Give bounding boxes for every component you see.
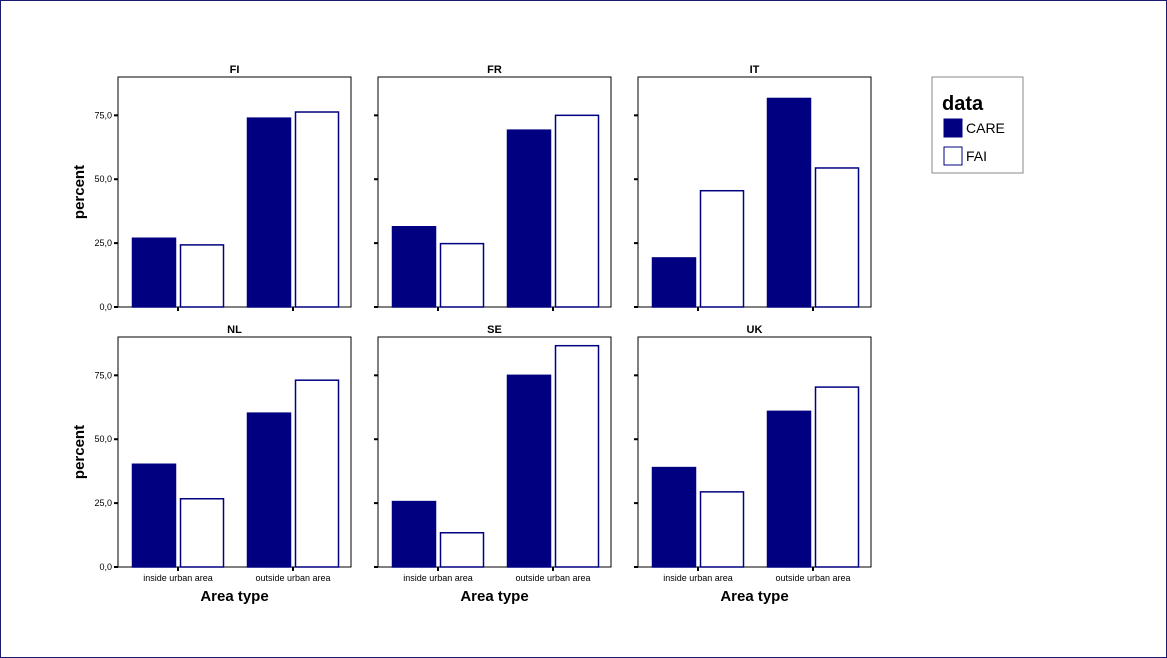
panel-border-se — [377, 336, 612, 568]
bar-fi-care-1 — [246, 117, 292, 308]
bar-nl-care-0 — [131, 463, 177, 568]
y-tick-label: 75,0 — [94, 370, 112, 380]
legend-label-care: CARE — [966, 120, 1005, 136]
panel-title-it: IT — [750, 64, 760, 76]
bar-nl-care-1 — [246, 412, 292, 568]
bar-it-care-0 — [651, 257, 697, 308]
y-tick-label: 0,0 — [99, 562, 112, 572]
y-tick-label: 75,0 — [94, 110, 112, 120]
x-tick-label: outside urban area — [775, 573, 850, 583]
panel-uk: UK inside urban area outside urban area Are… — [634, 324, 872, 605]
y-tick-label: 50,0 — [94, 174, 112, 184]
bar-uk-care-1 — [766, 410, 812, 568]
bar-uk-fai-0 — [699, 491, 745, 568]
bar-se-fai-0 — [439, 532, 485, 568]
bar-fr-fai-1 — [554, 114, 600, 308]
bar-nl-fai-1 — [294, 379, 340, 568]
panel-fi: FI 0,0 25,0 50,0 75,0 percent — [71, 64, 352, 312]
x-tick-label: outside urban area — [515, 573, 590, 583]
x-axis-title: Area type — [720, 588, 788, 605]
panel-border-nl — [117, 336, 352, 568]
panel-title-se: SE — [487, 324, 502, 336]
bar-fr-fai-0 — [439, 242, 485, 308]
bar-fi-care-0 — [131, 237, 177, 308]
x-axis-title: Area type — [200, 588, 268, 605]
bar-se-care-1 — [506, 374, 552, 568]
panel-border-it — [637, 76, 872, 308]
panel-title-uk: UK — [747, 324, 763, 336]
bar-fi-fai-1 — [294, 111, 340, 308]
legend-title: data — [942, 93, 984, 115]
panel-title-nl: NL — [227, 324, 242, 336]
y-axis-title: percent — [71, 425, 88, 479]
panel-title-fi: FI — [230, 64, 240, 76]
bar-se-care-0 — [391, 500, 437, 568]
panel-fr: FR — [374, 64, 612, 311]
bar-uk-fai-1 — [814, 386, 860, 568]
x-tick-label: inside urban area — [663, 573, 733, 583]
y-axis-title: percent — [71, 165, 88, 219]
bar-it-care-1 — [766, 97, 812, 308]
panel-border-uk — [637, 336, 872, 568]
legend-label-fai: FAI — [966, 148, 987, 164]
panel-title-fr: FR — [487, 64, 502, 76]
panel-nl: NL 0,0 25,0 50,0 75,0 percent inside urban are… — [71, 324, 352, 605]
y-tick-label: 50,0 — [94, 434, 112, 444]
bar-fi-fai-0 — [179, 244, 225, 308]
panel-border-fi — [117, 76, 352, 308]
x-tick-label: inside urban area — [143, 573, 213, 583]
bar-nl-fai-0 — [179, 498, 225, 568]
bar-it-fai-0 — [699, 189, 745, 308]
panel-border-fr — [377, 76, 612, 308]
x-axis-title: Area type — [460, 588, 528, 605]
x-tick-label: inside urban area — [403, 573, 473, 583]
legend-swatch-care — [943, 118, 963, 138]
legend: data CARE FAI — [931, 76, 1024, 174]
bar-se-fai-1 — [554, 344, 600, 568]
legend-swatch-fai — [943, 146, 963, 166]
x-tick-label: outside urban area — [255, 573, 330, 583]
y-tick-label: 0,0 — [99, 302, 112, 312]
bar-it-fai-1 — [814, 167, 860, 308]
y-tick-label: 25,0 — [94, 498, 112, 508]
bar-uk-care-0 — [651, 466, 697, 568]
panels: FI 0,0 25,0 50,0 75,0 percent FR IT NL 0,0 25,0 50,… — [71, 64, 872, 605]
bar-fr-care-1 — [506, 129, 552, 308]
bar-fr-care-0 — [391, 226, 437, 308]
panel-se: SE inside urban area outside urban area Are… — [374, 324, 612, 605]
y-tick-label: 25,0 — [94, 238, 112, 248]
panel-it: IT — [634, 64, 872, 311]
